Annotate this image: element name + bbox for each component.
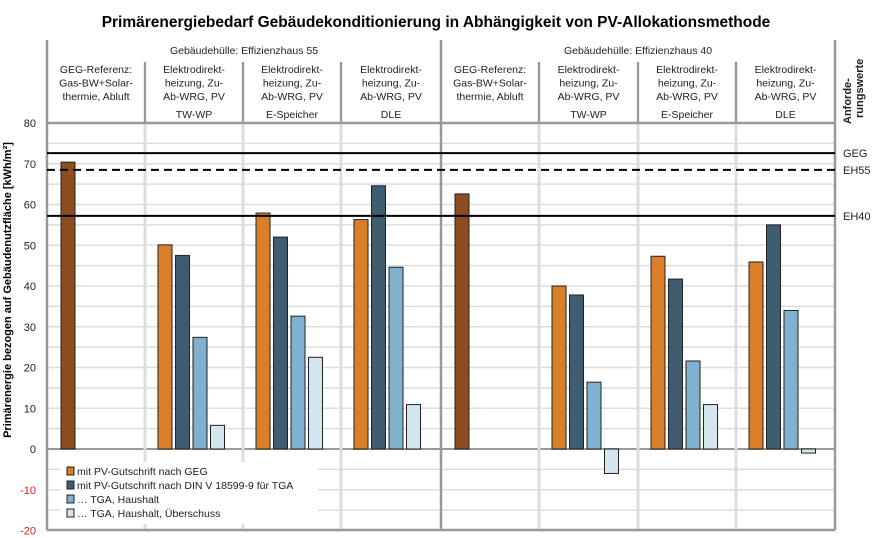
- bar: [748, 261, 764, 450]
- category-label: GEG-Referenz:: [454, 64, 526, 76]
- bar: [308, 356, 323, 450]
- category-label: heizung, Zu-: [263, 78, 322, 90]
- bar: [157, 244, 173, 450]
- category-sublabel: E-Speicher: [266, 109, 318, 121]
- y-axis-label: Primärenergie bezogen auf Gebäudenutzflä…: [2, 142, 14, 438]
- chart-title: Primärenergiebedarf Gebäudekonditionieru…: [102, 14, 771, 31]
- bar: [801, 448, 816, 454]
- category-label: heizung, Zu-: [165, 78, 224, 90]
- reference-lines-title: Anforde-: [842, 78, 854, 124]
- legend-label: mit PV-Gutschrift nach DIN V 18599-9 für…: [77, 480, 293, 492]
- bar: [604, 448, 619, 474]
- category-label: Ab-WRG, PV: [360, 91, 422, 103]
- legend-swatch: [66, 466, 75, 476]
- y-tick-label: 40: [24, 281, 36, 293]
- legend-label: … TGA, Haushalt: [77, 494, 159, 506]
- bar: [353, 219, 369, 450]
- bar: [454, 193, 470, 450]
- category-label: heizung, Zu-: [756, 78, 815, 90]
- y-tick-label: 80: [24, 118, 36, 130]
- category-label: heizung, Zu-: [362, 78, 421, 90]
- y-tick-label: 70: [24, 159, 36, 171]
- category-label: Gas-BW+Solar-: [59, 78, 133, 90]
- y-tick-label: 60: [24, 200, 36, 212]
- y-tick-label: 20: [24, 363, 36, 375]
- category-label: thermie, Abluft: [62, 91, 129, 103]
- bar: [783, 309, 799, 450]
- category-sublabel: DLE: [775, 109, 795, 121]
- category-label: Gas-BW+Solar-: [453, 78, 527, 90]
- legend-swatch: [66, 494, 75, 504]
- category-sublabel: TW-WP: [176, 109, 213, 121]
- y-tick-label: -10: [20, 485, 36, 497]
- bar: [766, 224, 781, 450]
- bar: [371, 185, 386, 450]
- bar: [210, 424, 225, 450]
- y-tick-label: 30: [24, 322, 36, 334]
- category-sublabel: E-Speicher: [661, 109, 713, 121]
- y-tick-label: -20: [20, 526, 36, 538]
- bar: [388, 266, 404, 450]
- bar: [685, 360, 701, 450]
- category-sublabel: DLE: [381, 109, 401, 121]
- category-label: Ab-WRG, PV: [261, 91, 323, 103]
- group-label: Gebäudehülle: Effizienzhaus 40: [564, 45, 712, 57]
- category-label: heizung, Zu-: [559, 78, 618, 90]
- bar: [406, 404, 421, 450]
- category-label: Ab-WRG, PV: [558, 91, 620, 103]
- group-label: Gebäudehülle: Effizienzhaus 55: [170, 45, 318, 57]
- category-label: Elektrodirekt-: [656, 64, 718, 76]
- legend-label: mit PV-Gutschrift nach GEG: [77, 466, 208, 478]
- bar: [175, 254, 190, 450]
- bar: [290, 315, 306, 450]
- category-label: Ab-WRG, PV: [755, 91, 817, 103]
- category-label: Elektrodirekt-: [261, 64, 323, 76]
- bar: [255, 212, 271, 450]
- bar: [192, 336, 208, 450]
- reference-line-label: EH40: [843, 211, 871, 223]
- category-label: Ab-WRG, PV: [163, 91, 225, 103]
- bar: [551, 285, 567, 450]
- bar: [586, 381, 602, 450]
- bar: [60, 161, 76, 450]
- y-tick-label: 0: [30, 444, 36, 456]
- category-label: Elektrodirekt-: [558, 64, 620, 76]
- bar: [273, 236, 288, 450]
- y-tick-label: 50: [24, 240, 36, 252]
- reference-line-label: EH55: [843, 165, 871, 177]
- category-label: heizung, Zu-: [658, 78, 717, 90]
- category-label: Elektrodirekt-: [360, 64, 422, 76]
- bar: [703, 404, 718, 450]
- legend-swatch: [66, 508, 75, 518]
- bar: [569, 294, 584, 450]
- category-label: GEG-Referenz:: [60, 64, 132, 76]
- category-label: Elektrodirekt-: [755, 64, 817, 76]
- legend-background: [60, 462, 318, 524]
- category-label: Elektrodirekt-: [163, 64, 225, 76]
- category-label: thermie, Abluft: [456, 91, 523, 103]
- y-tick-label: 10: [24, 403, 36, 415]
- reference-line-label: GEG: [843, 148, 867, 160]
- category-sublabel: TW-WP: [570, 109, 607, 121]
- legend-swatch: [66, 480, 75, 490]
- bar: [668, 278, 683, 450]
- reference-lines-title: rungswerte: [854, 59, 866, 118]
- bar: [650, 255, 666, 450]
- category-label: Ab-WRG, PV: [656, 91, 718, 103]
- legend-label: … TGA, Haushalt, Überschuss: [77, 508, 220, 520]
